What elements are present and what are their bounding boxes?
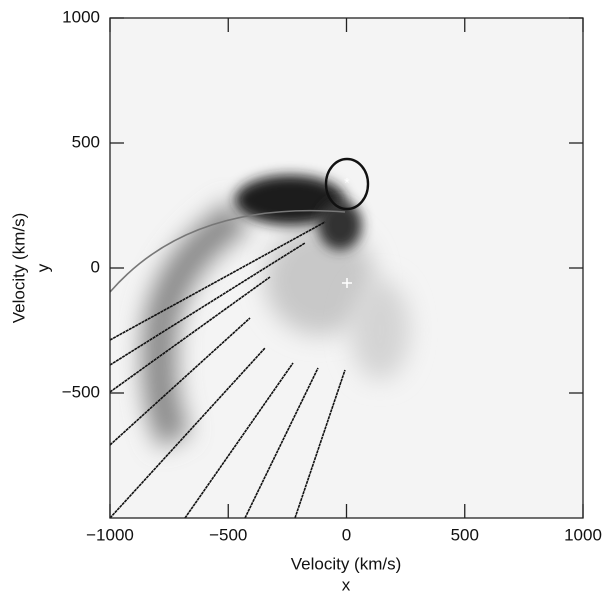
y-tick-label: −500: [62, 382, 100, 401]
overlays: *: [109, 157, 370, 519]
y-axis-label: Velocity (km/s): [9, 213, 28, 324]
emission-peak: [318, 200, 362, 250]
magnetic-stream: [109, 221, 326, 341]
x-tick-label: 500: [451, 525, 479, 544]
magnetic-stream: [109, 242, 306, 366]
magnetic-stream: [109, 347, 266, 519]
y-tick-label: 0: [91, 257, 100, 276]
y-axis-name: y: [33, 263, 52, 272]
emission-faint: [265, 225, 375, 335]
y-tick-label: 500: [72, 132, 100, 151]
x-tick-label: −1000: [86, 525, 134, 544]
magnetic-stream: [294, 369, 346, 519]
donor-marker: *: [344, 175, 350, 191]
emission-peak: [235, 175, 345, 225]
emission-arc: [142, 200, 250, 448]
magnetic-stream: [109, 317, 251, 446]
tomogram: [110, 18, 583, 518]
magnetic-stream: [184, 362, 294, 519]
magnetic-stream: [244, 367, 319, 519]
emission-faint: [350, 280, 410, 380]
x-axis-label: Velocity (km/s): [291, 554, 402, 573]
x-tick-label: −500: [209, 525, 247, 544]
x-axis-name: x: [342, 575, 351, 594]
roche-lobe: [324, 157, 370, 211]
ballistic-stream: [109, 209, 346, 293]
x-tick-label: 1000: [564, 525, 602, 544]
x-tick-label: 0: [342, 525, 351, 544]
white-dwarf-marker: [342, 278, 352, 288]
magnetic-stream: [109, 276, 271, 393]
y-tick-label: 1000: [62, 7, 100, 26]
